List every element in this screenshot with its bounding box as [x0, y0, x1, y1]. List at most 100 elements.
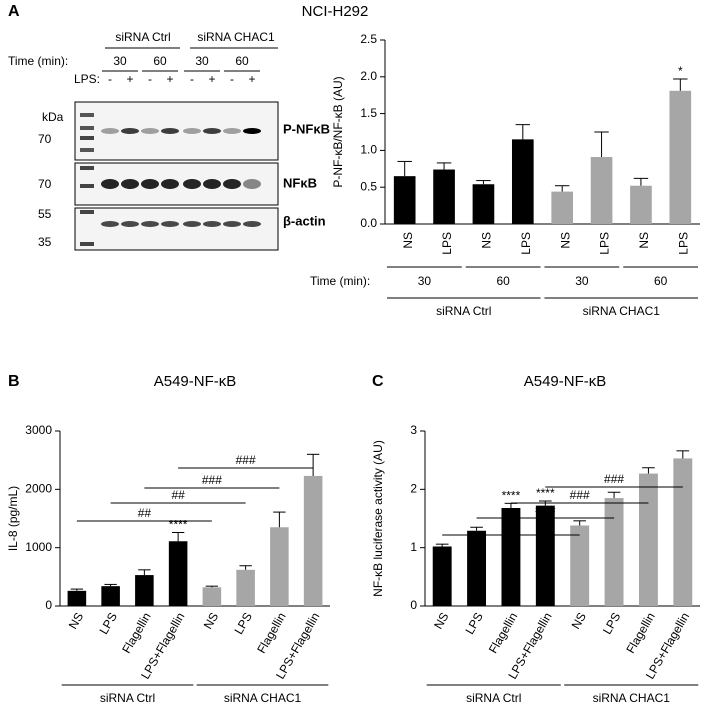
blot-group: siRNA CHAC1	[197, 30, 275, 44]
band	[243, 221, 261, 227]
band	[243, 128, 261, 134]
bar	[202, 587, 222, 606]
significance: ****	[536, 486, 555, 500]
band	[183, 221, 201, 227]
band	[101, 221, 119, 227]
comparison-label: ###	[570, 488, 590, 502]
y-axis-label: IL-8 (pg/mL)	[6, 486, 20, 551]
kda-label: kDa	[42, 110, 64, 124]
x-tick-label: LPS	[232, 610, 255, 637]
time-value: 30	[418, 274, 432, 288]
y-tick-label: 1.5	[360, 106, 377, 120]
significance: ****	[169, 518, 188, 532]
y-axis-label: NF-κB luciferase activity (AU)	[371, 440, 385, 597]
chart-title: A549-NF-κB	[524, 373, 607, 390]
band	[183, 128, 201, 134]
x-tick-label: LPS	[97, 610, 120, 637]
group-label: siRNA Ctrl	[100, 691, 155, 705]
significance: ****	[502, 489, 521, 503]
band	[121, 128, 139, 134]
bar	[673, 458, 693, 606]
x-tick-label: LPS	[519, 232, 533, 255]
bar	[669, 90, 692, 224]
band	[243, 179, 261, 189]
comparison-label: ##	[138, 506, 152, 520]
blot-panel	[74, 207, 279, 251]
time-value: 60	[654, 274, 668, 288]
lps-value: -	[148, 72, 152, 86]
x-tick-label: Flagellin	[119, 610, 153, 656]
band	[141, 221, 159, 227]
ladder	[80, 148, 94, 152]
time-value: 60	[496, 274, 510, 288]
y-tick-label: 0.0	[360, 216, 377, 230]
x-tick-label: LPS	[600, 610, 623, 637]
group-label: siRNA CHAC1	[583, 304, 661, 318]
marker-label: 70	[38, 177, 52, 191]
ladder	[80, 210, 94, 214]
y-tick-label: 2.5	[360, 32, 377, 46]
chart-title: A549-NF-κB	[154, 373, 237, 390]
x-tick-label: Flagellin	[623, 610, 657, 656]
band	[101, 128, 119, 134]
lps-value: -	[230, 72, 234, 86]
y-tick-label: 0.5	[360, 179, 377, 193]
band	[203, 221, 221, 227]
comparison-label: #	[508, 520, 515, 534]
y-tick-label: 3	[410, 423, 417, 437]
significance: *	[678, 64, 683, 78]
bar	[67, 590, 87, 606]
group-label: siRNA CHAC1	[593, 691, 671, 705]
marker-label: 70	[38, 132, 52, 146]
band	[121, 179, 139, 189]
lps-value: -	[108, 72, 112, 86]
ladder	[80, 136, 94, 140]
blot-label: P-NFκB	[283, 121, 330, 136]
y-tick-label: 2	[410, 482, 417, 496]
y-tick-label: 1.0	[360, 143, 377, 157]
band	[101, 179, 119, 189]
band	[141, 179, 159, 189]
band	[223, 179, 241, 189]
bar	[590, 157, 613, 224]
x-tick-label: NS	[66, 610, 86, 631]
bar	[604, 498, 624, 606]
bar	[630, 185, 652, 224]
band	[203, 179, 221, 189]
band	[223, 221, 241, 227]
time-value: 60	[153, 54, 167, 68]
ladder	[80, 242, 94, 246]
bar	[570, 525, 590, 606]
y-tick-label: 2000	[25, 482, 52, 496]
band	[141, 128, 159, 134]
time-value: 60	[235, 54, 249, 68]
bar	[303, 475, 323, 606]
bar	[551, 191, 574, 224]
y-tick-label: 0	[410, 598, 417, 612]
lps-value: +	[126, 72, 133, 86]
bar	[472, 184, 495, 224]
lps-value: +	[248, 72, 255, 86]
blot-label: β-actin	[283, 213, 326, 228]
blot-label: NFκB	[283, 175, 317, 190]
x-tick-label: NS	[201, 610, 221, 631]
ladder	[80, 184, 94, 188]
band	[161, 179, 179, 189]
comparison-label: ##	[171, 488, 185, 502]
x-tick-label: LPS	[676, 232, 690, 255]
bar	[511, 139, 534, 224]
chart-title: NCI-H292	[302, 3, 369, 20]
bar	[432, 546, 452, 606]
band	[161, 221, 179, 227]
ladder	[80, 126, 94, 130]
comparison-label: ###	[604, 472, 624, 486]
time-label: Time (min):	[310, 274, 370, 288]
lps-value: -	[190, 72, 194, 86]
group-label: siRNA Ctrl	[466, 691, 521, 705]
x-tick-label: NS	[401, 232, 415, 249]
x-tick-label: LPS	[462, 610, 485, 637]
comparison-label: ###	[202, 473, 222, 487]
y-tick-label: 1	[410, 540, 417, 554]
x-tick-label: NS	[569, 610, 589, 631]
